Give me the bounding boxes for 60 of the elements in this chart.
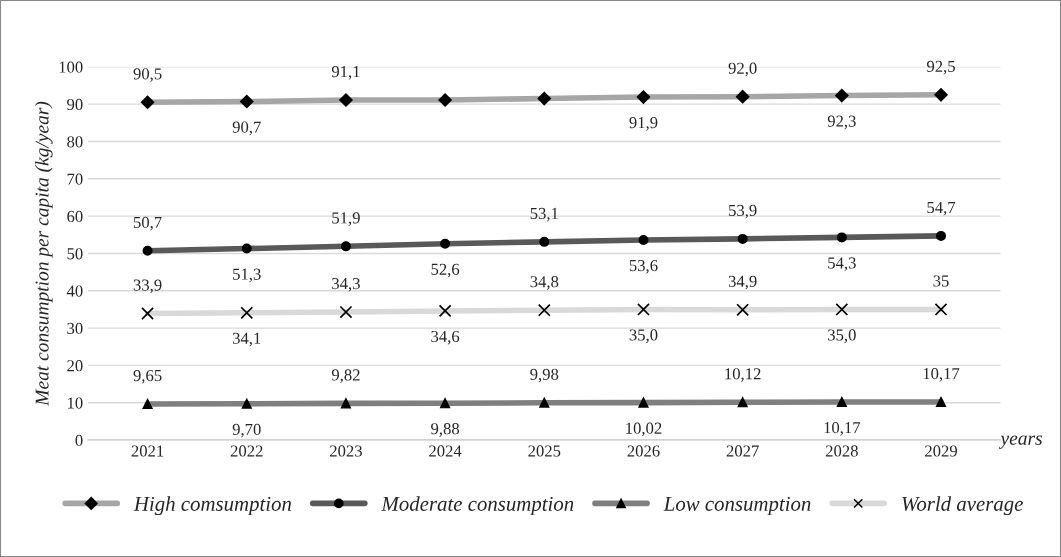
- data-label: 91,9: [629, 117, 658, 131]
- y-tick-label: 100: [59, 61, 83, 73]
- data-label: 34,3: [332, 278, 360, 292]
- data-label: 9,65: [133, 369, 162, 384]
- y-tick-label: 90: [67, 98, 83, 111]
- y-tick-label: 30: [67, 322, 83, 335]
- x-tick-label: 2029: [925, 445, 957, 457]
- x-tick-label: 2027: [726, 445, 759, 457]
- data-label: 34,1: [232, 332, 261, 347]
- data-label: 54,3: [828, 257, 856, 271]
- y-tick-label: 50: [67, 248, 83, 260]
- y-tick-label: 10: [68, 397, 83, 409]
- data-label: 50,7: [133, 216, 162, 231]
- data-label: 33,9: [133, 279, 162, 294]
- x-tick-label: 2021: [131, 445, 164, 457]
- x-tick-label: 2026: [627, 445, 660, 457]
- data-label: 53,6: [629, 259, 658, 274]
- x-axis-title: years: [998, 435, 1043, 449]
- data-label: 10,12: [725, 368, 761, 382]
- y-tick-label: 80: [67, 136, 83, 148]
- data-label: 51,9: [332, 212, 360, 226]
- data-label: 35: [933, 275, 949, 287]
- y-tick-label: 70: [67, 173, 83, 185]
- data-label: 53,9: [729, 204, 757, 219]
- x-tick-label: 2024: [429, 445, 462, 457]
- y-tick-label: 0: [75, 434, 83, 446]
- data-label: 51,3: [233, 268, 261, 283]
- data-label: 35,0: [629, 329, 658, 343]
- data-label: 35,0: [828, 329, 856, 343]
- data-label: 54,7: [927, 201, 956, 216]
- legend-label: High comsumption: [133, 496, 292, 516]
- legend-label: World average: [902, 496, 1023, 516]
- data-label: 34,9: [728, 275, 757, 290]
- data-label: 53,1: [530, 207, 558, 222]
- x-tick-label: 2028: [825, 445, 858, 457]
- data-label: 92,0: [728, 62, 757, 77]
- legend-label: Low consumption: [663, 496, 811, 516]
- data-label: 91,1: [331, 66, 360, 80]
- data-label: 34,6: [431, 330, 460, 345]
- data-label: 9,70: [232, 423, 261, 438]
- y-tick-label: 20: [67, 360, 83, 372]
- data-label: 92,5: [926, 60, 955, 75]
- data-label: 52,6: [431, 263, 460, 278]
- data-label: 9,98: [530, 368, 559, 383]
- data-label: 10,02: [626, 422, 662, 437]
- y-tick-label: 60: [67, 210, 83, 223]
- data-label: 90,7: [232, 121, 261, 136]
- x-tick-label: 2023: [330, 445, 362, 457]
- y-tick-label: 40: [66, 285, 83, 297]
- data-label: 9,88: [431, 423, 460, 437]
- legend-label: Moderate consumption: [381, 496, 574, 516]
- x-tick-label: 2025: [528, 445, 561, 457]
- y-axis-title: Meat consumption per capita (kg/year): [34, 101, 53, 406]
- x-tick-label: 2022: [230, 445, 263, 457]
- data-label: 34,8: [530, 276, 559, 290]
- data-label: 10,17: [824, 422, 861, 436]
- data-label: 9,82: [331, 369, 360, 383]
- data-label: 92,3: [827, 115, 856, 130]
- data-label: 90,5: [133, 68, 162, 82]
- data-label: 10,17: [923, 368, 960, 382]
